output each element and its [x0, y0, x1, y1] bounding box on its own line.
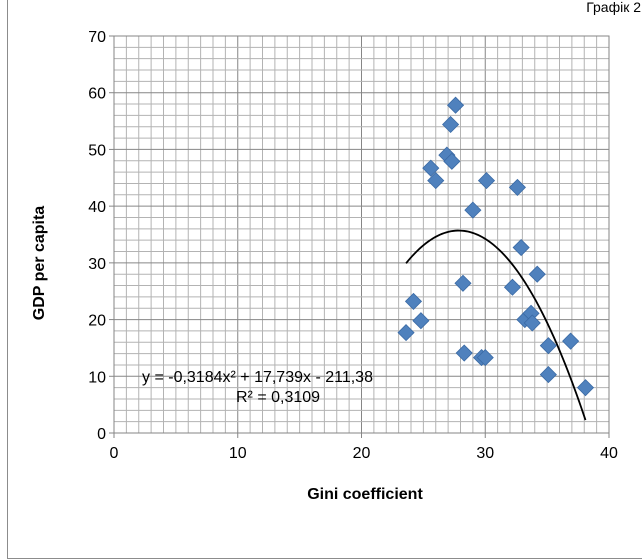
trendline-r2: R² = 0,3109	[236, 389, 320, 406]
data-point	[443, 152, 461, 170]
data-point	[455, 344, 473, 362]
data-point	[523, 314, 541, 332]
trendline-equation: y = -0,3184x² + 17,739x - 211,38	[142, 369, 373, 386]
y-tick-label: 30	[88, 256, 106, 273]
data-point	[528, 265, 546, 283]
y-tick-label: 70	[88, 29, 106, 46]
x-tick-label: 30	[476, 445, 494, 462]
trendline	[405, 229, 587, 421]
data-point	[422, 159, 440, 177]
y-tick-label: 0	[97, 426, 106, 443]
data-point	[397, 324, 415, 342]
data-point	[464, 201, 482, 219]
x-tick-label: 10	[229, 445, 247, 462]
corner-label: Графік 2	[586, 0, 641, 15]
y-axis-title: GDP per capita	[31, 206, 48, 321]
data-point	[503, 278, 522, 296]
data-point	[412, 312, 430, 330]
scatter-chart: Графік 2 0 10 20 30 40 50 60 70 0 10 20 30 40 y = -…	[31, 0, 641, 503]
chart-grid	[113, 35, 610, 434]
y-tick-label: 10	[88, 369, 106, 386]
data-point	[539, 366, 557, 384]
data-point	[446, 96, 465, 114]
x-tick-label: 0	[110, 445, 119, 462]
x-tick-label: 20	[353, 445, 371, 462]
y-tick-label: 20	[88, 313, 106, 330]
data-point	[562, 332, 580, 350]
data-point	[508, 178, 526, 196]
data-point	[476, 349, 494, 367]
y-axis-ticks: 0 10 20 30 40 50 60 70	[88, 29, 114, 443]
data-point	[512, 238, 530, 257]
x-axis-title: Gini coefficient	[307, 486, 423, 503]
data-point	[539, 337, 557, 355]
data-point	[427, 172, 445, 190]
data-point	[442, 115, 460, 134]
x-axis-ticks: 0 10 20 30 40	[110, 433, 618, 462]
data-point	[477, 172, 496, 190]
data-point	[404, 292, 423, 310]
data-points	[397, 96, 595, 397]
data-point	[454, 274, 472, 292]
x-tick-label: 40	[600, 445, 618, 462]
y-tick-label: 50	[88, 142, 106, 159]
y-tick-label: 40	[88, 199, 106, 216]
data-point	[576, 379, 595, 397]
y-tick-label: 60	[88, 86, 106, 103]
